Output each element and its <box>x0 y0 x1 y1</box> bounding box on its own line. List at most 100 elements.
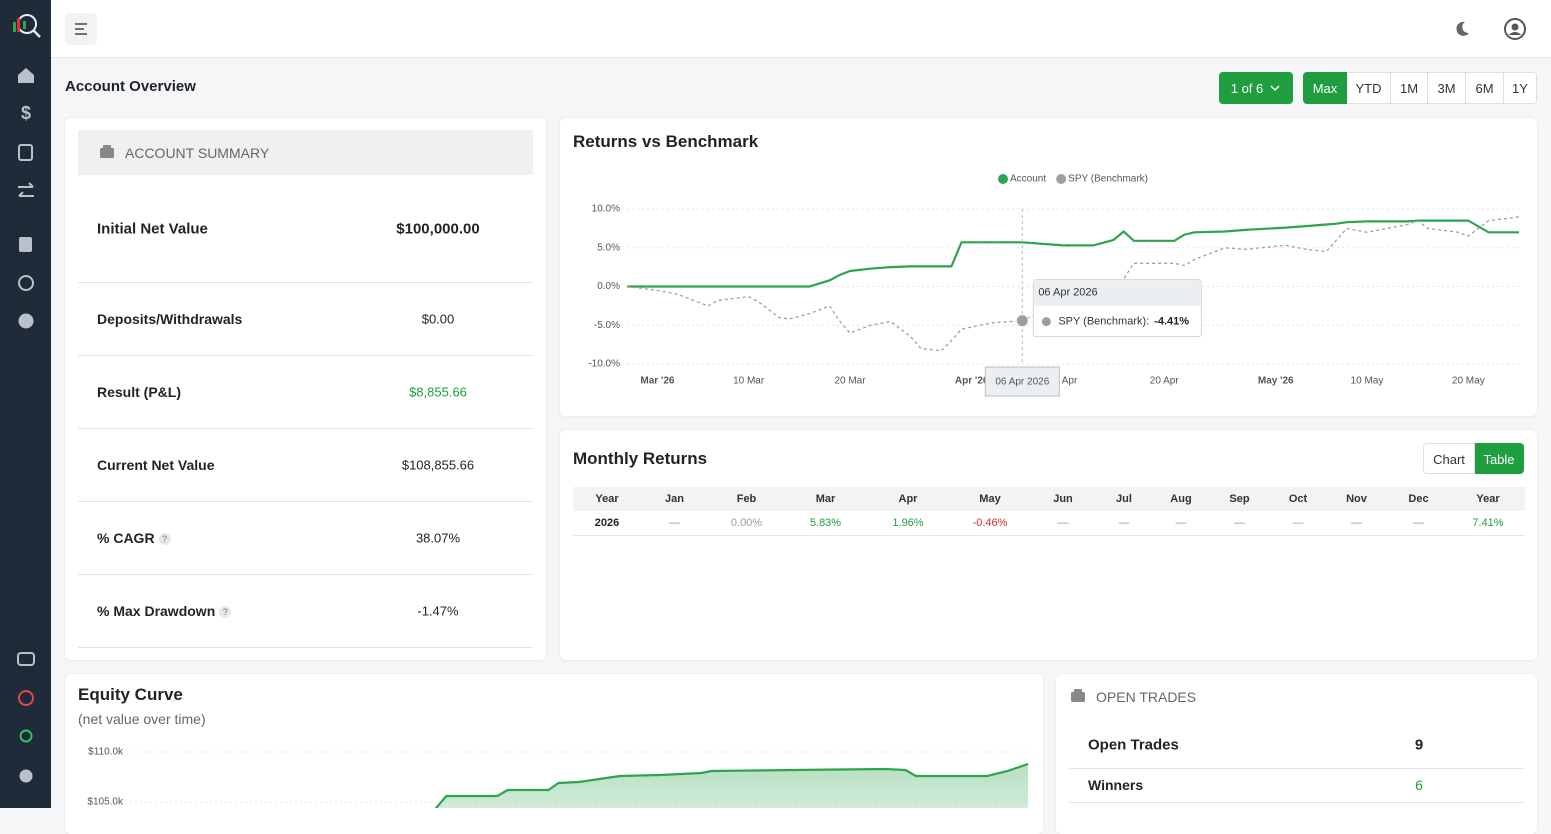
help-icon[interactable]: ? <box>158 533 171 546</box>
nav-community[interactable] <box>18 313 34 329</box>
nav-alerts[interactable] <box>18 690 34 706</box>
column-header: Jul <box>1096 487 1152 511</box>
chevron <box>1270 85 1280 92</box>
monthly-returns-card: Monthly Returns Chart Table Year Jan Feb Mar A… <box>560 430 1537 660</box>
table-cell: — <box>1269 511 1327 536</box>
column-header: Oct <box>1269 487 1327 511</box>
equity-title: Equity Curve <box>78 685 183 704</box>
sidebar: $ <box>0 0 51 808</box>
summary-label-text: % CAGR <box>97 530 155 546</box>
page-title: Account Overview <box>65 78 196 95</box>
summary-label-text: Current Net Value <box>97 457 215 473</box>
trade-row: Winners 6 <box>1069 768 1524 803</box>
summary-row: % Max Drawdown? -1.47% <box>78 575 533 648</box>
summary-label-text: Result (P&L) <box>97 384 181 400</box>
summary-label: % CAGR? <box>97 530 171 546</box>
summary-label-text: Initial Net Value <box>97 220 208 237</box>
view-toggle[interactable]: Table <box>1475 443 1524 474</box>
range-button[interactable]: YTD <box>1347 72 1391 104</box>
table-cell: 0.00% <box>708 511 785 536</box>
equity-card: Equity Curve (net value over time) <box>65 674 1043 834</box>
table-body: 2026—0.00% 5.83% 1.96% -0.46% — — — — — — —7.41% <box>573 511 1525 536</box>
nav-settings[interactable] <box>19 769 33 783</box>
monthly-table: Year Jan Feb Mar Apr May Jun Jul Aug Sep Oct Nov Dec… <box>573 487 1525 536</box>
account-selector[interactable]: 1 of 6 <box>1219 72 1293 104</box>
summary-value: $0.00 <box>421 311 455 327</box>
trade-value: 9 <box>1414 736 1424 754</box>
range-button[interactable]: 3M <box>1428 72 1466 104</box>
table-cell: -0.46% <box>950 511 1030 536</box>
app: $ Account Overview 1 of 6 Max YTD 1M 3M 6M 1Y… <box>0 0 1551 808</box>
table-cell: — <box>641 511 708 536</box>
table-cell: — <box>1210 511 1269 536</box>
nav-cash[interactable]: $ <box>21 103 31 123</box>
column-header: Year <box>1451 487 1525 511</box>
summary-value: $108,855.66 <box>401 457 475 473</box>
returns-card: Returns vs Benchmark <box>560 118 1537 416</box>
summary-label: % Max Drawdown? <box>97 603 232 619</box>
column-header: Mar <box>785 487 866 511</box>
top-bar <box>51 0 1551 58</box>
table-cell: 2026 <box>573 511 641 536</box>
open-trades-title: OPEN TRADES <box>1096 689 1197 705</box>
view-toggle[interactable]: Chart <box>1423 443 1475 474</box>
summary-title: ACCOUNT SUMMARY <box>125 145 270 161</box>
column-header: Jun <box>1030 487 1096 511</box>
sidebar-icons: $ <box>13 14 41 783</box>
help-icon[interactable]: ? <box>219 606 232 619</box>
menu-button[interactable] <box>65 13 97 45</box>
user-menu[interactable] <box>1503 17 1527 41</box>
column-header: Nov <box>1327 487 1386 511</box>
summary-label: Deposits/Withdrawals <box>97 311 242 327</box>
page: Account Overview {"header": {"title": "A… <box>0 0 1551 808</box>
account-selector-label: 1 of 6 <box>1230 81 1264 96</box>
table-cell: — <box>1096 511 1152 536</box>
trades-icon <box>1071 689 1085 702</box>
summary-row: Result (P&L) $8,855.66 <box>78 356 533 429</box>
column-header: Dec <box>1386 487 1451 511</box>
range-button[interactable]: 1M <box>1391 72 1428 104</box>
nav-journal[interactable] <box>18 144 33 161</box>
table-head: Year Jan Feb Mar Apr May Jun Jul Aug Sep Oct Nov Dec… <box>573 487 1525 511</box>
summary-label-text: Deposits/Withdrawals <box>97 311 243 327</box>
summary-label: Current Net Value <box>97 457 214 473</box>
range-button[interactable]: Max <box>1303 72 1347 104</box>
account-summary-card: ACCOUNT SUMMARY Initial Net Value $100,00… <box>65 118 546 660</box>
summary-value: $8,855.66 <box>409 384 467 400</box>
nav-reports[interactable] <box>19 237 32 252</box>
nav-help[interactable] <box>18 275 34 291</box>
returns-title: Returns vs Benchmark <box>573 132 759 151</box>
table-cell: 5.83% <box>785 511 866 536</box>
summary-row: Deposits/Withdrawals $0.00 <box>78 283 533 356</box>
summary-row: Current Net Value $108,855.66 <box>78 429 533 502</box>
nav-ideas[interactable] <box>19 729 33 743</box>
summary-row: Initial Net Value $100,000.00 <box>78 175 533 283</box>
trade-value: 6 <box>1415 777 1423 793</box>
open-trades-card: OPEN TRADES Open Trades 9 Winners 6 <box>1056 674 1537 834</box>
monthly-title: Monthly Returns <box>573 449 708 468</box>
nav-feedback[interactable] <box>17 652 35 666</box>
trade-label: Winners <box>1088 777 1144 793</box>
column-header: Feb <box>708 487 785 511</box>
menu-icon <box>75 23 87 35</box>
summary-icon <box>100 145 114 158</box>
range-button[interactable]: 1Y <box>1504 72 1537 104</box>
table-cell: 7.41% <box>1451 511 1525 536</box>
summary-header: ACCOUNT SUMMARY <box>78 130 533 175</box>
header-row: Year Jan Feb Mar Apr May Jun Jul Aug Sep Oct Nov Dec… <box>573 487 1525 511</box>
nav-transfers[interactable] <box>18 182 34 197</box>
summary-label: Result (P&L) <box>97 384 181 400</box>
column-header: Aug <box>1152 487 1210 511</box>
summary-label: Initial Net Value <box>97 220 208 237</box>
equity-subtitle: (net value over time) <box>78 711 206 727</box>
logo[interactable] <box>13 14 41 38</box>
summary-label-text: % Max Drawdown <box>97 603 216 619</box>
column-header: Jan <box>641 487 708 511</box>
table-cell: — <box>1030 511 1096 536</box>
range-button[interactable]: 6M <box>1466 72 1504 104</box>
column-header: May <box>950 487 1030 511</box>
nav-home[interactable] <box>18 68 34 83</box>
column-header: Year <box>573 487 641 511</box>
trade-row: Open Trades 9 <box>1069 722 1524 769</box>
theme-toggle[interactable] <box>1451 18 1473 40</box>
